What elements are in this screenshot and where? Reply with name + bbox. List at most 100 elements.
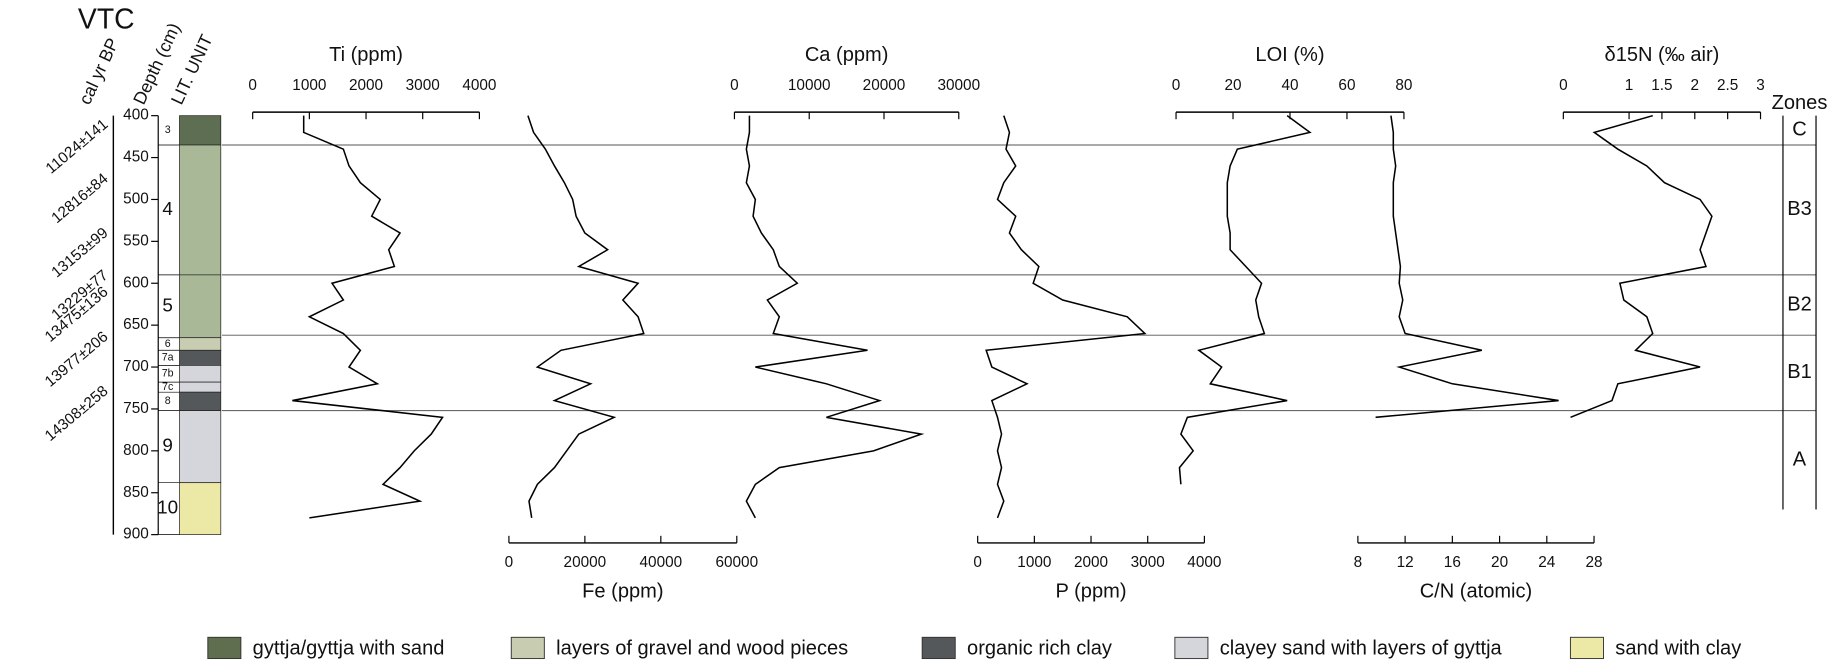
lithology-unit: [179, 337, 222, 351]
axis-title: δ15N (‰ air): [1605, 44, 1720, 66]
x-tick-label: 2: [1691, 77, 1700, 94]
x-tick-label: 4000: [462, 77, 496, 94]
axis-title: P (ppm): [1056, 581, 1127, 603]
x-tick-label: 4000: [1187, 554, 1221, 571]
x-tick-label: 0: [1559, 77, 1568, 94]
unit-label: 8: [165, 395, 171, 407]
profile-line: [985, 115, 1147, 519]
legend-label: clayey sand with layers of gyttja: [1220, 637, 1503, 659]
profile-line: [745, 115, 925, 519]
x-tick-label: 1000: [1017, 554, 1051, 571]
age-label: 14308±258: [42, 383, 112, 445]
axis-title: LOI (%): [1255, 44, 1324, 66]
y-tick-label: 450: [123, 149, 149, 166]
legend-label: layers of gravel and wood pieces: [556, 637, 848, 659]
x-tick-label: 0: [1172, 77, 1181, 94]
zone-label: C: [1792, 119, 1806, 141]
y-tick-label: 850: [123, 484, 149, 501]
x-tick-label: 40000: [640, 554, 683, 571]
legend-swatch: [207, 636, 242, 660]
x-tick-label: 2000: [349, 77, 383, 94]
age-axis-label: cal yr BP: [75, 35, 123, 108]
legend-swatch: [1174, 636, 1209, 660]
y-tick-label: 500: [123, 191, 149, 208]
zones-label: Zones: [1772, 92, 1828, 114]
lithology-unit: [179, 365, 222, 383]
x-tick-label: 24: [1538, 554, 1556, 571]
profile-line: [292, 115, 444, 519]
x-tick-label: 8: [1354, 554, 1363, 571]
x-tick-label: 60000: [715, 554, 758, 571]
profile-line: [1570, 114, 1713, 419]
unit-label: 10: [157, 498, 178, 519]
legend-swatch: [921, 636, 956, 660]
x-tick-label: 0: [730, 77, 739, 94]
x-tick-label: 2000: [1074, 554, 1108, 571]
x-tick-label: 3000: [1131, 554, 1165, 571]
y-tick-label: 700: [123, 358, 149, 375]
x-tick-label: 1.5: [1651, 77, 1672, 94]
x-tick-label: 1: [1625, 77, 1634, 94]
x-tick-label: 1000: [292, 77, 326, 94]
x-tick-label: 28: [1586, 554, 1603, 571]
unit-label: 6: [165, 338, 171, 350]
x-tick-label: 20000: [564, 554, 607, 571]
unit-label: 7b: [162, 368, 174, 380]
x-tick-label: 20: [1224, 77, 1241, 94]
axis-title: Ca (ppm): [805, 44, 889, 66]
legend-label: sand with clay: [1615, 637, 1741, 659]
zone-label: A: [1793, 448, 1807, 470]
age-label: 12816±84: [48, 170, 111, 227]
zone-label: B1: [1787, 361, 1812, 383]
x-tick-label: 30000: [937, 77, 980, 94]
x-tick-label: 40: [1281, 77, 1298, 94]
zone-label: B2: [1787, 293, 1812, 315]
axis-title: C/N (atomic): [1420, 581, 1533, 603]
y-tick-label: 750: [123, 400, 149, 417]
unit-label: 4: [162, 199, 173, 220]
y-tick-label: 550: [123, 232, 149, 249]
unit-label: 7c: [162, 381, 174, 393]
profile-line: [1375, 115, 1559, 419]
x-tick-label: 0: [248, 77, 257, 94]
age-label: 11024±141: [43, 116, 112, 178]
legend-label: organic rich clay: [967, 637, 1112, 659]
lithology-unit: [179, 274, 222, 339]
y-tick-label: 650: [123, 316, 149, 333]
x-tick-label: 3000: [406, 77, 440, 94]
x-tick-label: 3: [1756, 77, 1765, 94]
x-tick-label: 12: [1397, 554, 1414, 571]
lithology-unit: [179, 115, 222, 146]
x-tick-label: 0: [973, 554, 982, 571]
axis-title: Fe (ppm): [582, 581, 663, 603]
unit-label: 3: [165, 124, 171, 136]
axis-title: Ti (ppm): [329, 44, 403, 66]
unit-label: 9: [162, 436, 173, 457]
x-tick-label: 60: [1338, 77, 1355, 94]
zone-label: B3: [1787, 198, 1812, 220]
lithology-unit: [179, 349, 222, 366]
x-tick-label: 0: [505, 554, 514, 571]
lithology-unit: [179, 144, 222, 276]
chart-title: VTC: [78, 4, 135, 36]
y-tick-label: 600: [123, 274, 149, 291]
y-tick-label: 400: [123, 107, 149, 124]
lithology-unit: [179, 410, 222, 484]
x-tick-label: 80: [1395, 77, 1412, 94]
x-tick-label: 20000: [863, 77, 906, 94]
lithology-unit: [179, 391, 222, 411]
unit-label: 5: [162, 295, 173, 316]
x-tick-label: 10000: [788, 77, 831, 94]
unit-label: 7a: [162, 352, 174, 364]
lithology-unit: [179, 482, 222, 535]
x-tick-label: 2.5: [1717, 77, 1738, 94]
y-tick-label: 900: [123, 526, 149, 543]
x-tick-label: 16: [1444, 554, 1461, 571]
x-tick-label: 20: [1491, 554, 1508, 571]
legend-swatch: [1569, 636, 1604, 660]
lithology-unit: [179, 381, 222, 393]
legend-swatch: [510, 636, 545, 660]
profile-line: [1178, 115, 1312, 485]
legend-label: gyttja/gyttja with sand: [253, 637, 445, 659]
